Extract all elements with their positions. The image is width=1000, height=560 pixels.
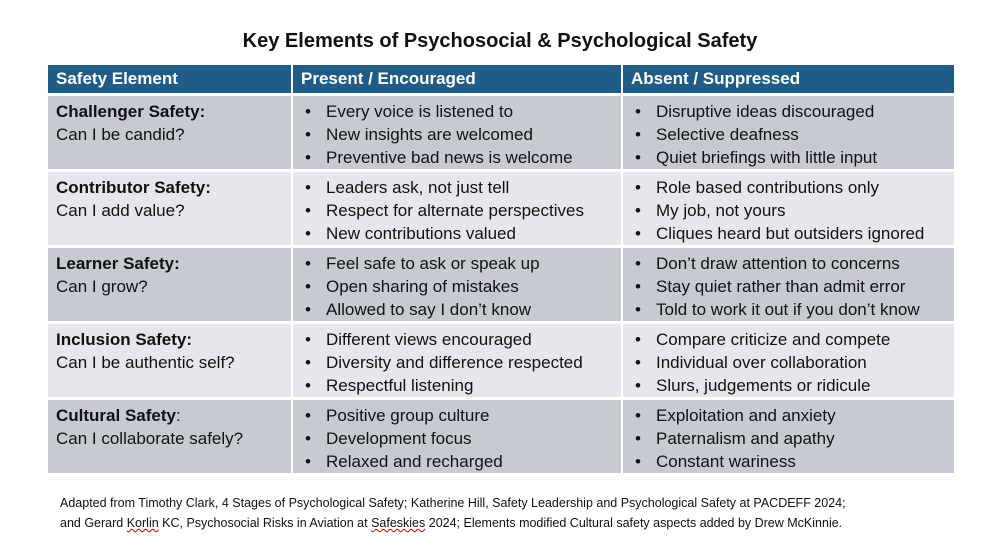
footnote-text: KC, Psychosocial Risks in Aviation at: [158, 516, 372, 530]
list-item: Respect for alternate perspectives: [301, 199, 613, 222]
absent-cell: Don’t draw attention to concerns Stay qu…: [622, 245, 954, 323]
element-name: Learner Safety:: [56, 254, 180, 273]
list-item: Different views encouraged: [301, 328, 613, 351]
table-row: Cultural Safety: Can I collaborate safel…: [48, 397, 954, 473]
header-safety-element: Safety Element: [48, 65, 293, 95]
footnote-line-1: Adapted from Timothy Clark, 4 Stages of …: [60, 496, 846, 510]
element-question: Can I collaborate safely?: [56, 429, 244, 448]
footnote-text: 2024; Elements modified Cultural safety …: [425, 516, 843, 530]
source-footnote: Adapted from Timothy Clark, 4 Stages of …: [60, 493, 960, 533]
table-header-row: Safety Element Present / Encouraged Abse…: [48, 65, 954, 95]
element-name: Challenger Safety:: [56, 102, 206, 121]
list-item: Selective deafness: [631, 123, 946, 146]
safety-table: Safety Element Present / Encouraged Abse…: [48, 65, 954, 473]
present-cell: Different views encouraged Diversity and…: [292, 321, 623, 399]
spellcheck-word: Korlin: [126, 516, 159, 530]
element-name-line: Cultural Safety:: [56, 404, 283, 427]
list-item: Slurs, judgements or ridicule: [631, 374, 946, 397]
element-cell: Challenger Safety: Can I be candid?: [48, 93, 293, 171]
absent-cell: Compare criticize and compete Individual…: [622, 321, 954, 399]
element-name: Contributor Safety:: [56, 178, 211, 197]
list-item: Individual over collaboration: [631, 351, 946, 374]
list-item: New insights are welcomed: [301, 123, 613, 146]
footnote-line-2: and Gerard Korlin KC, Psychosocial Risks…: [60, 513, 960, 533]
absent-cell: Exploitation and anxiety Paternalism and…: [622, 397, 954, 473]
element-name-suffix: :: [175, 406, 181, 425]
list-item: Quiet briefings with little input: [631, 146, 946, 169]
list-item: Development focus: [301, 427, 613, 450]
list-item: Preventive bad news is welcome: [301, 146, 613, 169]
list-item: Respectful listening: [301, 374, 613, 397]
list-item: Feel safe to ask or speak up: [301, 252, 613, 275]
list-item: Disruptive ideas discouraged: [631, 100, 946, 123]
element-name: Inclusion Safety:: [56, 330, 193, 349]
list-item: New contributions valued: [301, 222, 613, 245]
element-cell: Contributor Safety: Can I add value?: [48, 169, 293, 247]
list-item: Paternalism and apathy: [631, 427, 946, 450]
element-question: Can I be candid?: [56, 125, 185, 144]
absent-cell: Role based contributions only My job, no…: [622, 169, 954, 247]
list-item: Positive group culture: [301, 404, 613, 427]
list-item: Don’t draw attention to concerns: [631, 252, 946, 275]
present-cell: Positive group culture Development focus…: [292, 397, 623, 473]
header-absent: Absent / Suppressed: [622, 65, 954, 95]
list-item: Cliques heard but outsiders ignored: [631, 222, 946, 245]
present-cell: Feel safe to ask or speak up Open sharin…: [292, 245, 623, 323]
footnote-text: and Gerard: [60, 516, 127, 530]
list-item: Allowed to say I don’t know: [301, 298, 613, 321]
element-cell: Learner Safety: Can I grow?: [48, 245, 293, 323]
list-item: Every voice is listened to: [301, 100, 613, 123]
absent-cell: Disruptive ideas discouraged Selective d…: [622, 93, 954, 171]
list-item: My job, not yours: [631, 199, 946, 222]
header-present: Present / Encouraged: [292, 65, 623, 95]
element-question: Can I grow?: [56, 277, 148, 296]
element-question: Can I be authentic self?: [56, 353, 235, 372]
element-name: Cultural Safety: [56, 406, 176, 425]
list-item: Constant wariness: [631, 450, 946, 473]
present-cell: Every voice is listened to New insights …: [292, 93, 623, 171]
list-item: Exploitation and anxiety: [631, 404, 946, 427]
present-cell: Leaders ask, not just tell Respect for a…: [292, 169, 623, 247]
list-item: Open sharing of mistakes: [301, 275, 613, 298]
spellcheck-word: Safeskies: [371, 516, 426, 530]
list-item: Compare criticize and compete: [631, 328, 946, 351]
list-item: Told to work it out if you don’t know: [631, 298, 946, 321]
table-row: Inclusion Safety: Can I be authentic sel…: [48, 321, 954, 399]
list-item: Diversity and difference respected: [301, 351, 613, 374]
list-item: Leaders ask, not just tell: [301, 176, 613, 199]
list-item: Role based contributions only: [631, 176, 946, 199]
list-item: Stay quiet rather than admit error: [631, 275, 946, 298]
element-cell: Cultural Safety: Can I collaborate safel…: [48, 397, 293, 473]
table-row: Learner Safety: Can I grow? Feel safe to…: [48, 245, 954, 323]
table-row: Contributor Safety: Can I add value? Lea…: [48, 169, 954, 247]
list-item: Relaxed and recharged: [301, 450, 613, 473]
table-row: Challenger Safety: Can I be candid? Ever…: [48, 93, 954, 171]
element-question: Can I add value?: [56, 201, 185, 220]
page-title: Key Elements of Psychosocial & Psycholog…: [242, 30, 758, 52]
element-cell: Inclusion Safety: Can I be authentic sel…: [48, 321, 293, 399]
